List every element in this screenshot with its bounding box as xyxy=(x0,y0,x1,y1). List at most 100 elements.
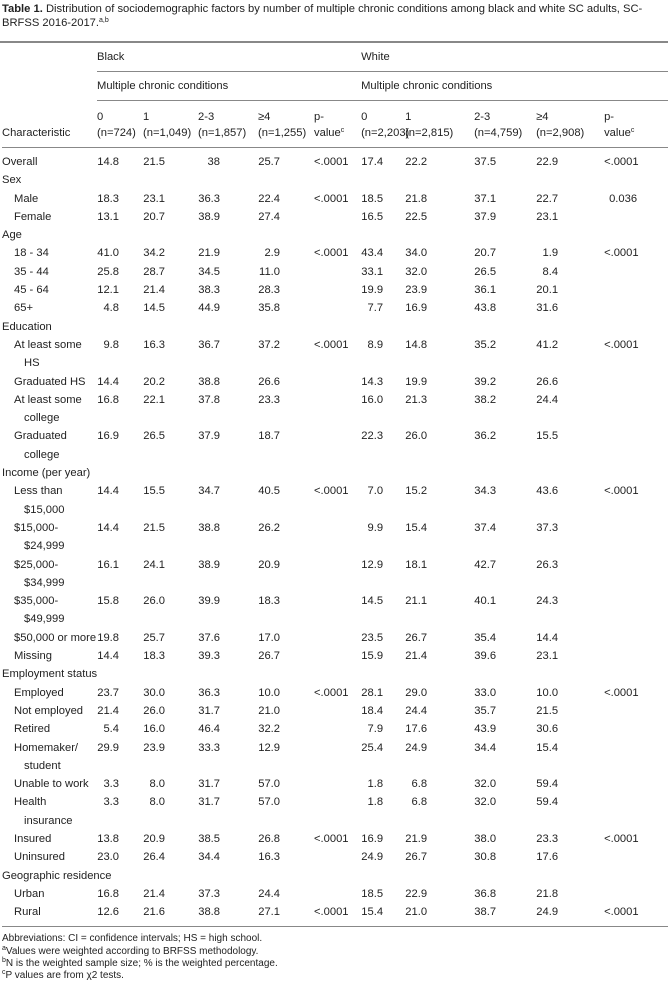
value-cell: 32.0 xyxy=(405,265,428,278)
value-cell: 37.3 xyxy=(198,887,220,900)
header-line1: ≥4 xyxy=(536,111,549,123)
value-cell: 14.8 xyxy=(405,338,428,351)
p-value-cell xyxy=(604,208,668,226)
row-label: $50,000 or more xyxy=(14,631,97,644)
value-cell: 29.0 xyxy=(405,686,428,699)
table-row: 18 - 34 41.0 34.2 21.9 2.9 <.0001 43.4 34.0 20.7… xyxy=(2,244,668,262)
value-cell: 29.9 xyxy=(97,741,119,754)
group-black: Black xyxy=(97,43,362,72)
value-cell: 20.2 xyxy=(143,375,165,388)
p-value-cell xyxy=(314,373,361,391)
value-cell: 18.4 xyxy=(361,704,384,717)
p-value-cell xyxy=(314,885,361,903)
table-row: Not employed 21.4 26.0 31.7 21.0 18.4 24.4 35.7… xyxy=(2,702,668,720)
row-label: Less than $15,000 xyxy=(14,485,65,516)
value-cell: 19.9 xyxy=(405,375,428,388)
value-cell: 24.4 xyxy=(405,704,428,717)
table-row: 65+ 4.8 14.5 44.9 35.8 7.7 16.9 43.8 31.6 xyxy=(2,299,668,317)
value-cell: 7.0 xyxy=(367,485,384,498)
header-line2: (n=2,815) xyxy=(405,127,454,139)
value-cell: 34.4 xyxy=(474,741,497,754)
value-cell: 25.4 xyxy=(361,741,384,754)
subgroup-black: Multiple chronic conditions xyxy=(97,71,362,101)
value-cell: 41.0 xyxy=(97,247,119,260)
value-cell: 18.3 xyxy=(97,192,119,205)
value-cell: 18.5 xyxy=(361,887,384,900)
footnote: aValues were weighted according to BRFSS… xyxy=(2,944,259,957)
row-label: Overall xyxy=(2,156,38,168)
value-cell: 26.0 xyxy=(143,595,165,608)
category-label: Income (per year) xyxy=(2,467,91,480)
header-white-4: p-valuec xyxy=(604,100,668,148)
value-cell: 31.7 xyxy=(198,704,220,717)
header-line2: (n=1,049) xyxy=(143,127,192,139)
p-value-cell xyxy=(314,647,361,665)
value-cell: 31.6 xyxy=(536,302,559,315)
table-caption: Table 1. Distribution of sociodemographi… xyxy=(0,0,668,30)
value-cell: 43.9 xyxy=(474,723,497,736)
value-cell: 17.0 xyxy=(258,631,280,644)
value-cell: 15.2 xyxy=(405,485,428,498)
row-label: $15,000- $24,999 xyxy=(14,521,65,553)
value-cell: 21.8 xyxy=(405,192,428,205)
p-value-cell: 0.036 xyxy=(609,192,638,205)
p-value-cell xyxy=(314,793,361,830)
p-value-cell xyxy=(314,263,361,281)
value-cell: 11.0 xyxy=(259,265,280,278)
value-cell: 10.0 xyxy=(536,686,559,699)
value-cell: 15.4 xyxy=(536,741,559,754)
row-label: $35,000- $49,999 xyxy=(14,595,65,626)
value-cell: 23.1 xyxy=(143,192,165,205)
value-cell: 17.6 xyxy=(405,723,428,736)
row-label: At least some HS xyxy=(14,338,82,370)
value-cell: 9.8 xyxy=(103,338,119,351)
value-cell: 16.3 xyxy=(143,338,165,351)
value-cell: 8.0 xyxy=(149,778,165,791)
header-black-0: 0 (n=724) xyxy=(97,100,143,148)
header-white-0: 0 (n=2,203) xyxy=(361,100,409,148)
value-cell: 14.4 xyxy=(97,650,119,663)
p-value-cell xyxy=(314,299,361,317)
value-cell: 21.6 xyxy=(143,903,198,928)
value-cell: 24.3 xyxy=(536,595,559,608)
value-cell: 33.3 xyxy=(198,741,220,754)
value-cell: 36.8 xyxy=(474,887,497,900)
value-cell: 23.9 xyxy=(405,284,428,297)
value-cell: 18.5 xyxy=(361,192,384,205)
value-cell: 21.4 xyxy=(143,887,165,900)
value-cell: 42.7 xyxy=(474,558,497,571)
value-cell: 38 xyxy=(207,156,220,168)
value-cell: 23.0 xyxy=(97,851,119,864)
value-cell: 22.9 xyxy=(536,156,559,168)
data-table: Black White Multiple chronic conditions … xyxy=(2,43,668,928)
p-value-cell xyxy=(314,629,361,647)
value-cell: 36.2 xyxy=(474,430,497,443)
value-cell: 1.8 xyxy=(367,796,384,809)
value-cell: 26.0 xyxy=(405,430,428,443)
value-cell: 32.0 xyxy=(474,796,497,809)
value-cell: 36.3 xyxy=(198,686,220,699)
top-rule xyxy=(0,41,668,43)
p-value-cell: <.0001 xyxy=(314,686,349,699)
row-label: At least some college xyxy=(14,393,82,425)
category-row: Employment status xyxy=(2,665,668,683)
table-row: Retired 5.4 16.0 46.4 32.2 7.9 17.6 43.9 30.6 xyxy=(2,720,668,738)
value-cell: 23.7 xyxy=(97,686,119,699)
value-cell: 12.6 xyxy=(97,903,143,928)
value-cell: 59.4 xyxy=(536,778,559,791)
p-value-cell: <.0001 xyxy=(604,686,639,699)
p-value-cell xyxy=(604,647,668,665)
value-cell: 57.0 xyxy=(258,778,280,791)
subgroup-white: Multiple chronic conditions xyxy=(361,71,668,101)
table-row: Graduated college 16.9 26.5 37.9 18.7 22.3 26.… xyxy=(2,427,668,464)
value-cell: 15.8 xyxy=(97,595,119,608)
value-cell: 22.7 xyxy=(536,192,559,205)
table-row: 45 - 64 12.1 21.4 38.3 28.3 19.9 23.9 36.1 20.1 xyxy=(2,281,668,299)
value-cell: 15.4 xyxy=(361,903,406,928)
value-cell: 8.4 xyxy=(542,265,559,278)
value-cell: 26.7 xyxy=(405,631,428,644)
value-cell: 14.3 xyxy=(361,375,384,388)
value-cell: 37.9 xyxy=(198,430,220,443)
value-cell: 43.8 xyxy=(474,302,497,315)
header-line2: value xyxy=(604,127,631,139)
